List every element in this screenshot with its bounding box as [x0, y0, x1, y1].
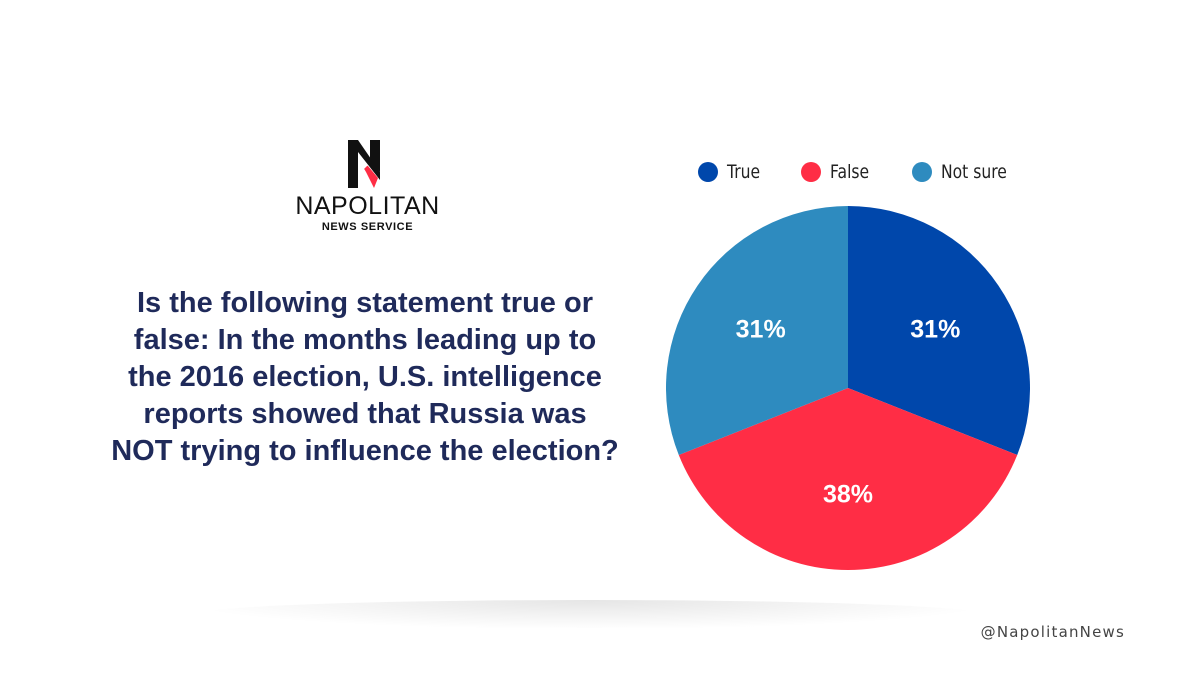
- napolitan-n-logo-icon: [348, 140, 380, 188]
- legend-swatch: [698, 162, 718, 182]
- social-handle: @NapolitanNews: [980, 623, 1125, 641]
- legend-label: True: [727, 161, 761, 183]
- napolitan-logo: NAPOLITAN NEWS SERVICE: [290, 138, 445, 238]
- graphic-card: NAPOLITAN NEWS SERVICE Is the following …: [111, 138, 1055, 571]
- pie-chart: 31% 38% 31%: [666, 206, 1030, 571]
- legend-item-false: False: [801, 161, 878, 183]
- pie-data-label: 38%: [823, 481, 873, 509]
- brand-name: NAPOLITAN: [295, 192, 440, 220]
- survey-question: Is the following statement true or false…: [111, 287, 619, 467]
- brand-subtitle: NEWS SERVICE: [321, 221, 414, 233]
- pie-slice-not-sure: [666, 206, 848, 455]
- card-shadow: [200, 600, 980, 628]
- legend-swatch: [912, 162, 933, 182]
- legend-label: Not sure: [941, 161, 1007, 183]
- legend-label: False: [830, 161, 870, 183]
- legend-item-true: True: [698, 161, 767, 183]
- chart-legend: True False Not sure: [698, 158, 1055, 186]
- pie-slice-false: [678, 388, 1018, 571]
- pie-data-label: 31%: [910, 316, 960, 344]
- pie-slice-true: [848, 206, 1030, 455]
- legend-item-not-sure: Not sure: [912, 161, 1021, 183]
- pie-data-label: 31%: [736, 316, 786, 344]
- legend-swatch: [801, 162, 822, 182]
